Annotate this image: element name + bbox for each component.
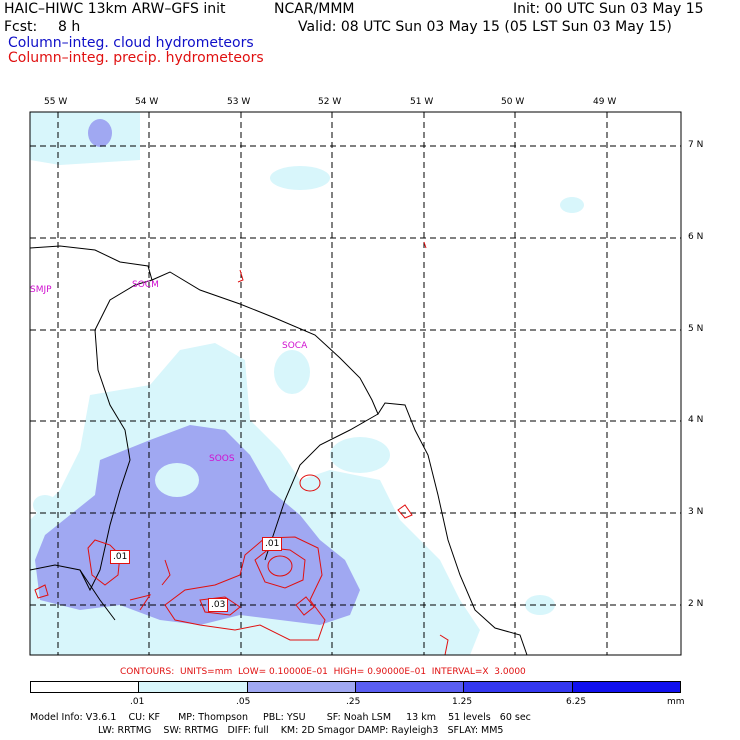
center-name: NCAR/MMM bbox=[274, 1, 355, 17]
field-cloud-label: Column–integ. cloud hydrometeors bbox=[8, 35, 254, 51]
colorbar-segment bbox=[247, 682, 356, 692]
lon-label: 54 W bbox=[135, 97, 159, 107]
colorbar-segment bbox=[31, 682, 140, 692]
lon-label: 53 W bbox=[227, 97, 251, 107]
precip-contours bbox=[34, 241, 449, 655]
fcst-value: 8 h bbox=[58, 19, 81, 35]
fcst-label: Fcst: bbox=[4, 19, 38, 35]
colorbar-segment bbox=[464, 682, 573, 692]
plot-title: HAIC–HIWC 13km ARW–GFS init bbox=[4, 1, 226, 17]
colorbar-tick: .05 bbox=[236, 697, 251, 707]
colorbar bbox=[30, 681, 681, 693]
station-label: SOOS bbox=[209, 454, 235, 464]
init-time: Init: 00 UTC Sun 03 May 15 bbox=[513, 1, 704, 17]
lat-label: 7 N bbox=[688, 140, 704, 150]
cloud-fill-medium bbox=[35, 119, 360, 625]
lat-label: 6 N bbox=[688, 232, 704, 242]
lon-label: 50 W bbox=[501, 97, 525, 107]
contours-info: CONTOURS: UNITS=mm LOW= 0.10000E–01 HIGH… bbox=[120, 667, 526, 677]
colorbar-segment bbox=[139, 682, 248, 692]
lon-label: 49 W bbox=[593, 97, 617, 107]
colorbar-tick: 6.25 bbox=[566, 697, 587, 707]
colorbar-tick: .25 bbox=[346, 697, 361, 707]
station-label: SMJP bbox=[30, 285, 52, 295]
contour-label: .01 bbox=[110, 550, 131, 564]
lat-label: 2 N bbox=[688, 599, 704, 609]
colorbar-unit: mm bbox=[667, 697, 685, 707]
colorbar-tick: .01 bbox=[130, 697, 145, 707]
lon-label: 51 W bbox=[410, 97, 434, 107]
lon-label: 55 W bbox=[44, 97, 68, 107]
model-info-line2: LW: RRTMG SW: RRTMG DIFF: full KM: 2D Sm… bbox=[98, 725, 504, 736]
valid-time: Valid: 08 UTC Sun 03 May 15 (05 LST Sun … bbox=[298, 19, 672, 35]
field-precip-label: Column–integ. precip. hydrometeors bbox=[8, 50, 264, 66]
colorbar-tick: 1.25 bbox=[452, 697, 473, 707]
lat-label: 5 N bbox=[688, 324, 704, 334]
contour-label: .03 bbox=[208, 598, 229, 612]
station-label: SOCA bbox=[282, 341, 308, 351]
cloud-hole bbox=[155, 463, 199, 497]
model-info-line1: Model Info: V3.6.1 CU: KF MP: Thompson P… bbox=[30, 712, 531, 723]
coastlines bbox=[30, 245, 528, 655]
lon-label: 52 W bbox=[318, 97, 342, 107]
lat-label: 4 N bbox=[688, 415, 704, 425]
station-label: SOCM bbox=[132, 280, 159, 290]
colorbar-segment bbox=[355, 682, 465, 692]
contour-label: .01 bbox=[262, 537, 283, 551]
colorbar-segment bbox=[572, 682, 680, 692]
lat-label: 3 N bbox=[688, 507, 704, 517]
lat-lon-grid bbox=[30, 112, 681, 655]
